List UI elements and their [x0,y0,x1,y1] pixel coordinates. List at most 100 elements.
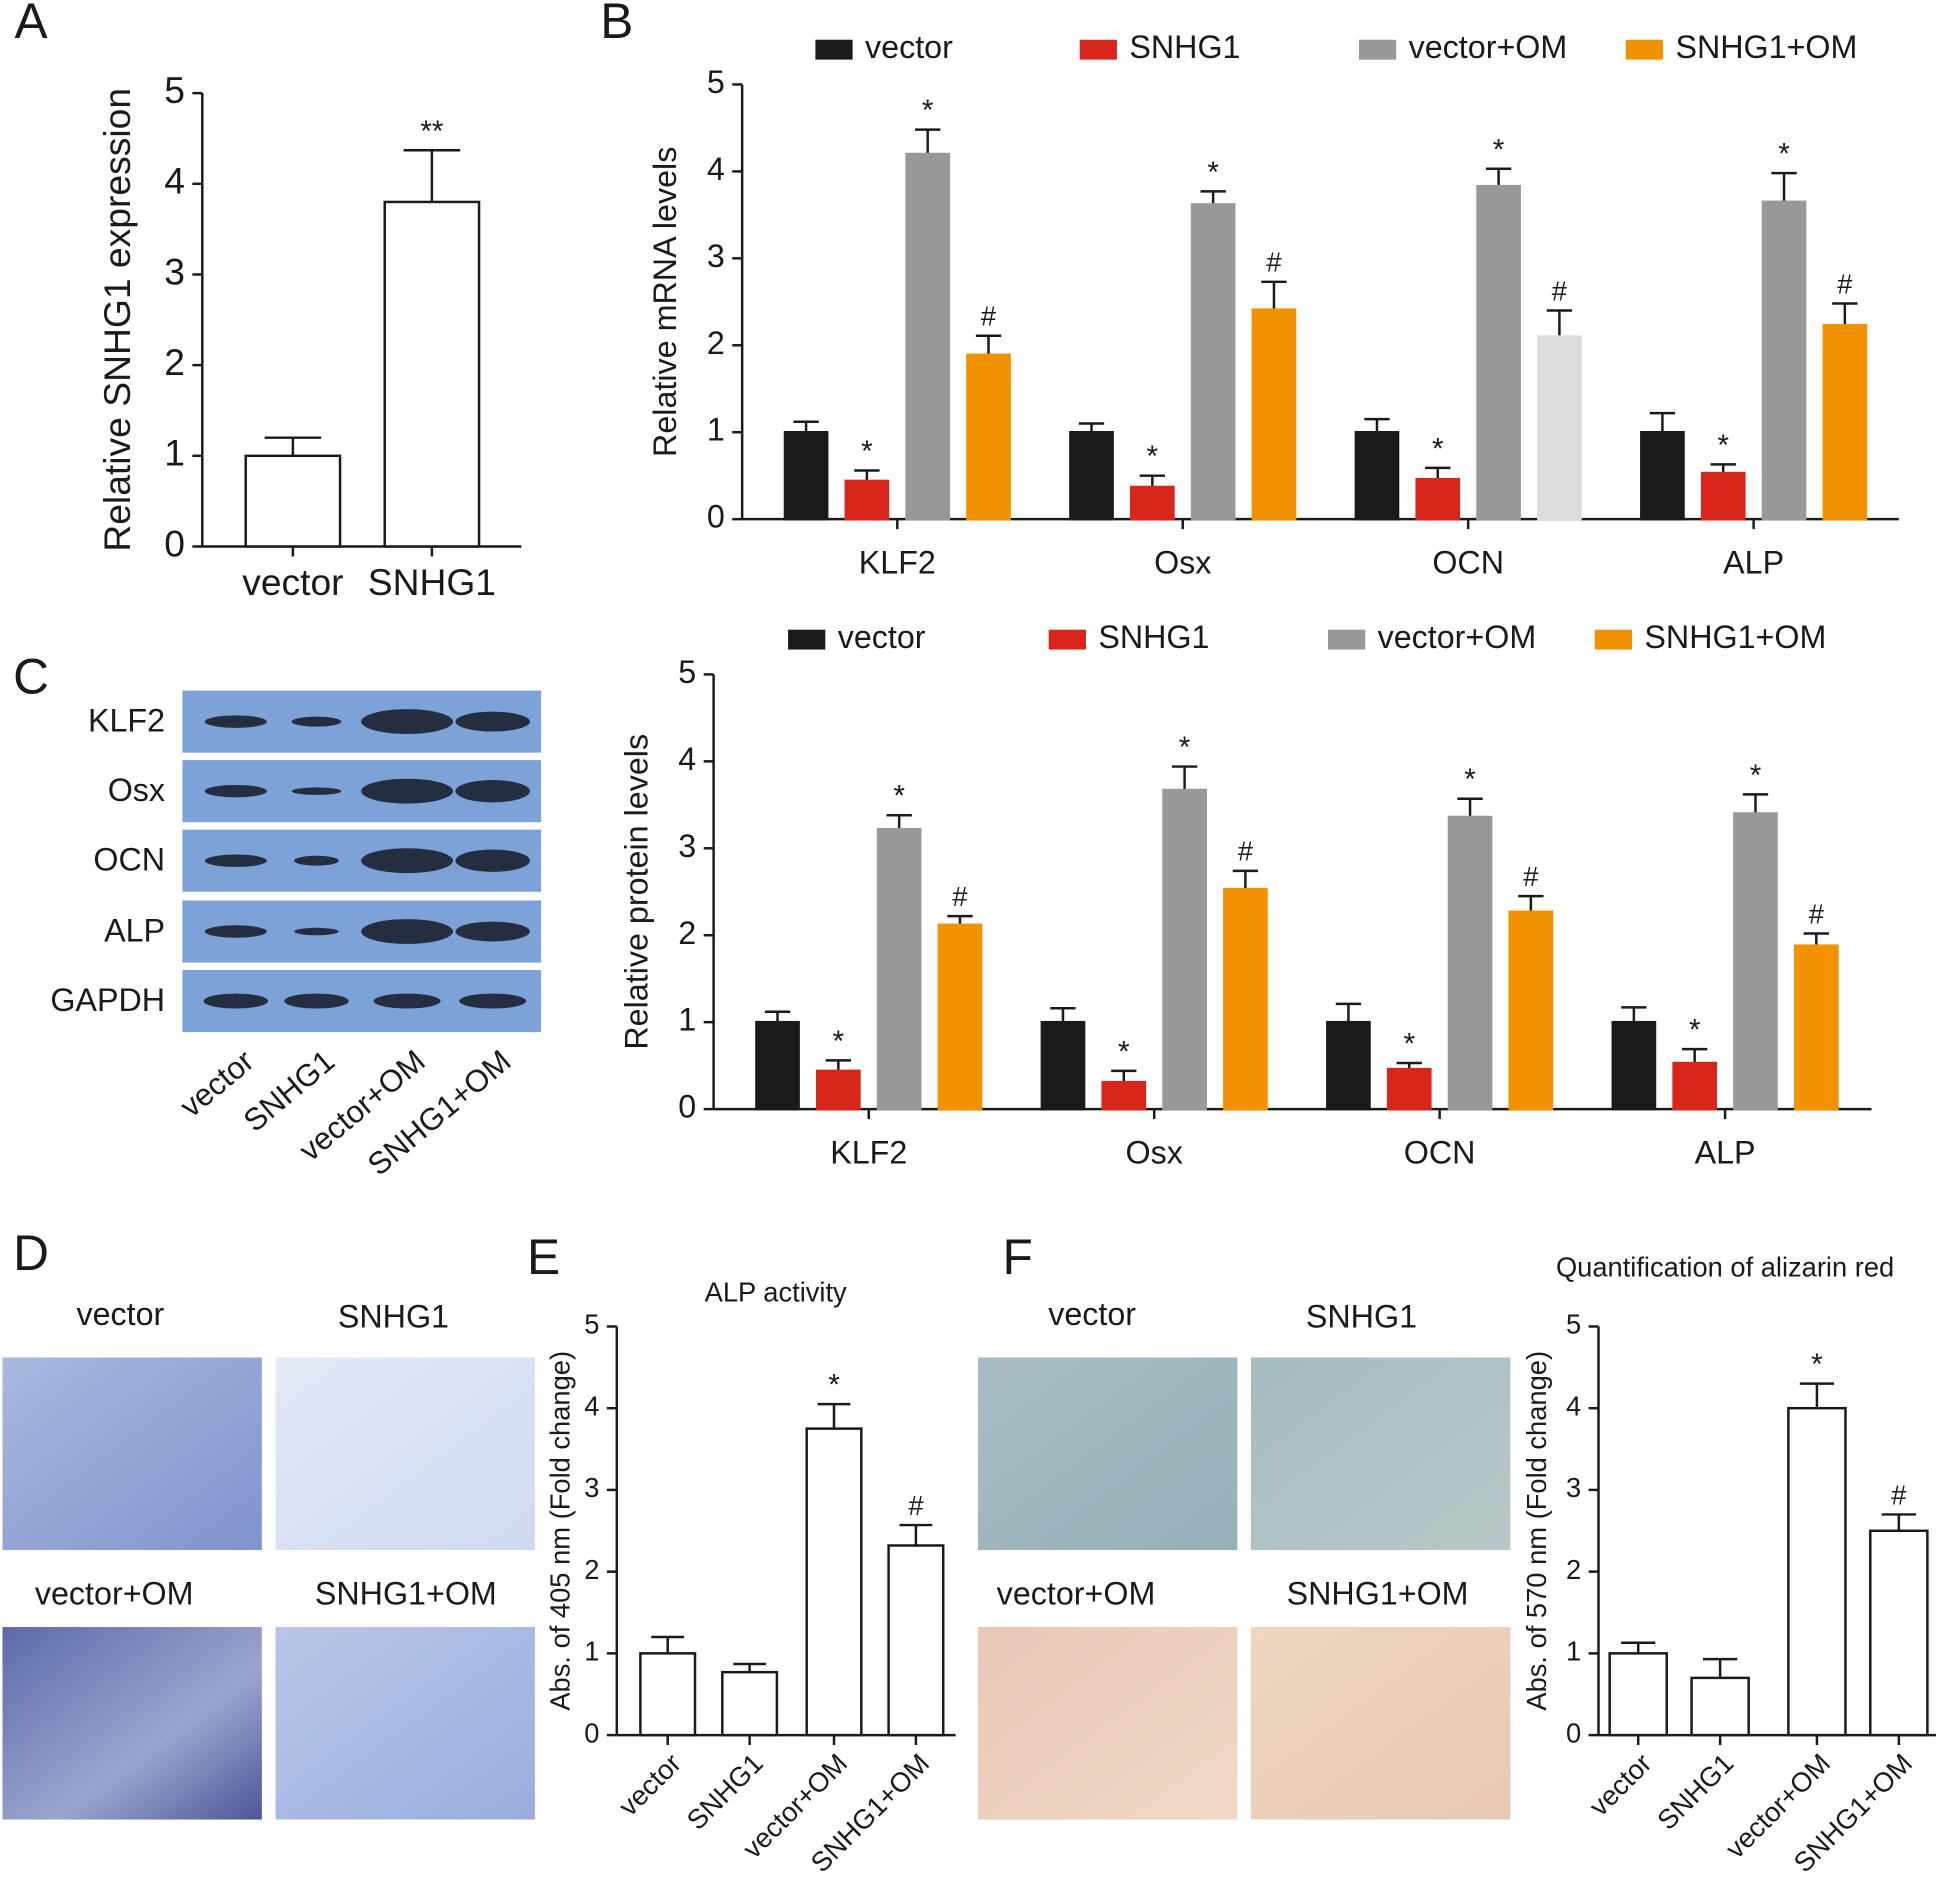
blot-band [455,779,530,803]
significance-label: # [1523,861,1539,892]
significance-label: # [1837,268,1853,299]
blot-band [203,993,269,1009]
bar [1129,485,1175,521]
legend-swatch [1048,629,1086,650]
significance-label: # [981,301,997,332]
bar [1508,910,1554,1111]
legend-swatch [1625,39,1664,60]
bar [1447,815,1493,1111]
y-tick-label: 2 [584,1554,599,1585]
blot-row-label: GAPDH [50,982,165,1018]
significance-label: * [1179,731,1191,764]
y-tick-label: 0 [164,522,185,564]
significance-label: * [1778,138,1790,171]
blot-band [361,919,453,944]
y-tick-label: 1 [584,1636,599,1667]
chart-title: Quantification of alizarin red [1556,1252,1894,1283]
y-axis-label: Relative mRNA levels [647,147,683,457]
bar [1251,308,1297,521]
blot-band [459,993,527,1009]
image-label: SNHG1 [1306,1299,1417,1335]
bar [1162,788,1207,1111]
blot-band [291,787,342,795]
blot-band [455,849,530,872]
y-tick-label: 3 [584,1472,599,1503]
legend-swatch [815,39,853,60]
significance-label: * [893,780,905,813]
blot-band [204,715,267,728]
bar [721,1670,779,1737]
significance-label: # [1238,836,1254,867]
y-tick-label: 5 [164,69,185,111]
bar [1869,1529,1929,1737]
micrograph [275,1357,535,1551]
significance-label: # [1891,1479,1907,1510]
legend-swatch [1594,629,1633,650]
significance-label: # [1266,247,1282,278]
x-tick-label: OCN [1404,1135,1476,1171]
bar [1690,1676,1750,1737]
blot-row-label: OCN [93,841,165,877]
image-label: vector [76,1296,164,1332]
panel-letter: E [527,1229,560,1285]
y-tick-label: 4 [1566,1390,1581,1421]
bar [1040,1020,1086,1111]
bar [1640,430,1685,521]
significance-label: * [833,1025,845,1058]
x-tick-label: KLF2 [830,1135,907,1171]
y-tick-label: 3 [678,828,696,864]
bar [1101,1080,1147,1111]
y-tick-label: 1 [164,432,185,474]
bar [1386,1067,1432,1111]
bar [1069,430,1114,521]
panel-letter: B [600,0,633,49]
bar [1537,335,1582,521]
chart-title: ALP activity [705,1276,847,1307]
x-tick-label: vector [1583,1747,1657,1822]
y-tick-label: 5 [584,1309,599,1340]
bar [1476,184,1521,521]
bar [966,353,1011,521]
bar [755,1020,800,1111]
significance-label: * [1750,759,1762,792]
y-tick-label: 4 [164,160,185,202]
y-tick-label: 0 [707,499,725,535]
bar [805,1427,863,1737]
bar [876,827,922,1111]
y-axis-label: Abs. of 570 nm (Fold change) [1521,1351,1552,1711]
micrograph [977,1357,1238,1551]
y-tick-label: 5 [1566,1309,1581,1340]
x-tick-label: KLF2 [859,545,936,581]
blot-row-label: ALP [104,912,165,948]
panel-letter: F [1003,1229,1033,1285]
significance-label: * [1207,156,1219,189]
bar [937,923,983,1111]
x-tick-label: SNHG1 [1651,1747,1739,1835]
x-tick-label: vector [242,561,343,603]
micrograph [2,1627,262,1820]
legend-swatch [1358,39,1397,60]
legend-label: SNHG1+OM [1644,619,1826,655]
bar [905,152,951,521]
y-tick-label: 1 [678,1002,696,1038]
x-tick-label: ALP [1695,1135,1756,1171]
blot-band [361,848,453,874]
significance-label: * [1493,133,1505,166]
bar [1415,477,1461,521]
micrograph [2,1357,262,1551]
image-label: SNHG1 [338,1299,449,1335]
y-tick-label: 3 [1566,1472,1581,1503]
significance-label: ** [420,115,444,148]
bar [639,1652,697,1737]
y-tick-label: 1 [707,412,725,448]
y-tick-label: 2 [164,341,185,383]
bar [1608,1652,1668,1737]
y-tick-label: 5 [678,654,696,690]
x-tick-label: vector [613,1747,687,1822]
y-axis-label: Relative SNHG1 expression [96,88,138,552]
y-tick-label: 5 [707,64,725,100]
significance-label: # [1552,275,1568,306]
legend-label: vector+OM [1378,619,1537,655]
bar [1354,430,1400,521]
